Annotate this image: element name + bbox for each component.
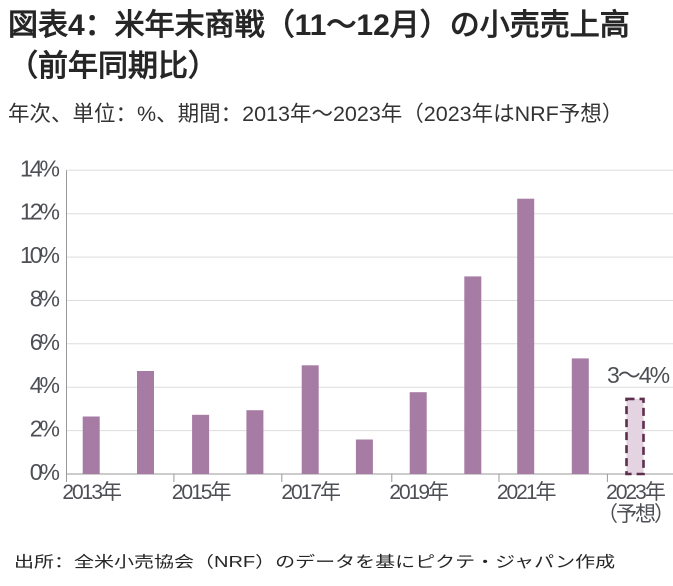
svg-text:14%: 14% [20,155,60,181]
svg-text:12%: 12% [20,199,60,225]
svg-text:2013年: 2013年 [62,481,122,504]
svg-text:2023年: 2023年 [606,481,666,504]
svg-text:6%: 6% [30,329,60,355]
svg-text:2019年: 2019年 [389,481,449,504]
svg-text:4%: 4% [30,372,60,398]
svg-text:10%: 10% [20,242,60,268]
svg-text:2015年: 2015年 [172,481,232,504]
svg-text:0%: 0% [30,459,60,485]
svg-text:8%: 8% [30,286,60,312]
svg-text:3～4%: 3～4% [607,362,670,388]
svg-text:（予想）: （予想） [597,503,673,526]
svg-text:2017年: 2017年 [281,481,341,504]
svg-text:2%: 2% [30,416,60,442]
svg-text:2021年: 2021年 [497,481,557,504]
